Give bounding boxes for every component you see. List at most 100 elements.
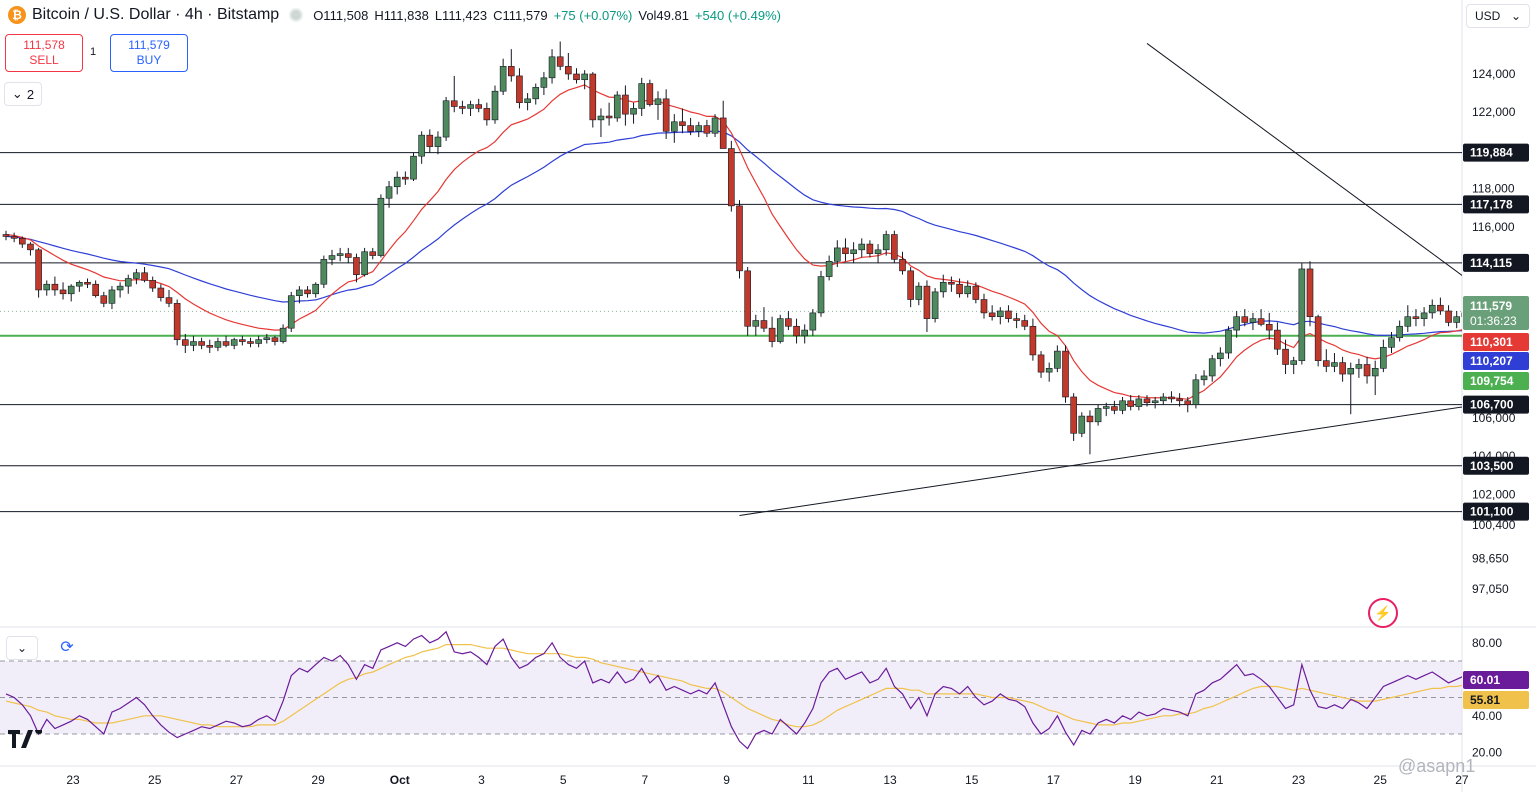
candle xyxy=(206,339,214,354)
candle-body xyxy=(622,94,629,115)
rsi-refresh-button[interactable]: ⟳ xyxy=(52,636,82,658)
candle-body xyxy=(1347,368,1355,375)
candle xyxy=(1208,354,1216,382)
time-tick-label: 7 xyxy=(642,773,649,787)
candle xyxy=(1290,356,1297,375)
candle xyxy=(956,278,963,298)
candle-body xyxy=(1135,398,1143,407)
candle xyxy=(882,230,890,256)
candle xyxy=(622,85,629,126)
candle xyxy=(1461,312,1462,318)
candle-body xyxy=(1005,310,1012,319)
sell-price: 111,578 xyxy=(23,38,65,52)
candle xyxy=(344,247,352,264)
time-tick-label: 15 xyxy=(965,773,979,787)
lightning-icon[interactable]: ⚡ xyxy=(1368,598,1398,628)
price-label-level-text: 103,500 xyxy=(1470,459,1514,473)
candle xyxy=(687,117,694,136)
trendlines xyxy=(739,43,1462,516)
candle-body xyxy=(51,283,59,291)
candle xyxy=(214,337,222,352)
candle xyxy=(1257,309,1265,327)
candle-body xyxy=(230,339,238,346)
candle-body xyxy=(214,341,222,348)
candle-body xyxy=(385,186,393,199)
sell-button[interactable]: 111,578 SELL xyxy=(5,34,83,72)
time-tick-label: 21 xyxy=(1210,773,1224,787)
candle-body xyxy=(719,117,727,149)
symbol-title[interactable]: Bitcoin / U.S. Dollar · 4h · Bitstamp xyxy=(32,6,280,23)
candle-body xyxy=(133,272,140,279)
candle xyxy=(450,75,458,113)
candle-body xyxy=(899,259,906,272)
candle-body xyxy=(654,98,662,105)
candle xyxy=(18,236,26,248)
candle-body xyxy=(1453,316,1460,323)
candle xyxy=(59,282,67,300)
candle xyxy=(524,93,531,111)
price-tick-label: 116,000 xyxy=(1472,220,1515,234)
candle xyxy=(768,316,776,348)
volume-value: Vol49.81 xyxy=(638,7,689,23)
candle xyxy=(51,276,59,296)
candle-body xyxy=(67,285,75,295)
indicators-toggle[interactable]: ⌄ 2 xyxy=(4,82,42,106)
last-price-bg xyxy=(1463,296,1529,330)
candle-body xyxy=(450,100,458,107)
time-tick-label: 5 xyxy=(560,773,567,787)
candle-body xyxy=(1371,368,1379,377)
candle-body xyxy=(907,270,914,300)
candle xyxy=(124,274,132,294)
price-label-ema_fast: 110,301 xyxy=(1463,333,1529,351)
candle xyxy=(980,293,988,319)
candle-body xyxy=(1339,362,1346,375)
candle-body xyxy=(1062,350,1069,398)
candle xyxy=(1217,347,1224,367)
candle xyxy=(239,335,246,346)
candle xyxy=(92,280,99,298)
price-label-level: 117,178 xyxy=(1463,195,1529,214)
candle-body xyxy=(768,327,776,342)
candle xyxy=(100,291,108,308)
candle-body xyxy=(442,100,450,138)
candle-body xyxy=(43,283,51,291)
price-label-level: 106,700 xyxy=(1463,395,1529,414)
candle-body xyxy=(459,106,466,109)
currency-select[interactable]: USD ⌄ xyxy=(1466,4,1530,28)
candle-body xyxy=(369,251,377,256)
candle xyxy=(833,240,841,268)
candle xyxy=(1265,312,1273,340)
candle xyxy=(459,100,466,115)
rsi-value-label-rsi-bg xyxy=(1463,671,1529,689)
candle xyxy=(581,70,588,90)
candle-body xyxy=(874,249,882,254)
market-status-icon xyxy=(289,8,304,22)
candle-body xyxy=(956,283,963,295)
candle xyxy=(1347,362,1355,415)
candle xyxy=(418,131,425,164)
chevron-down-icon: ⌄ xyxy=(11,86,23,101)
candle xyxy=(1371,360,1379,396)
candle-body xyxy=(467,104,474,109)
chevron-down-icon: ⌄ xyxy=(1510,9,1521,23)
candle-body xyxy=(418,134,425,157)
candle-body xyxy=(1160,396,1167,402)
rsi-collapse-button[interactable]: ⌄ xyxy=(6,636,38,660)
price-label-level-bg xyxy=(1463,195,1529,214)
candle xyxy=(1412,309,1420,327)
candle-body xyxy=(141,272,148,281)
candle-body xyxy=(1029,325,1037,356)
buy-button[interactable]: 111,579 BUY xyxy=(110,34,188,72)
candle-body xyxy=(344,253,352,258)
candle xyxy=(328,249,336,266)
candle-body xyxy=(1078,415,1086,434)
candle-body xyxy=(1176,398,1183,402)
candle-body xyxy=(972,285,980,300)
candle xyxy=(1445,305,1452,327)
candle-body xyxy=(296,289,303,296)
candle xyxy=(1045,362,1053,382)
price-label-support: 109,754 xyxy=(1463,372,1529,390)
candle xyxy=(752,314,760,336)
time-tick-label: 3 xyxy=(478,773,485,787)
